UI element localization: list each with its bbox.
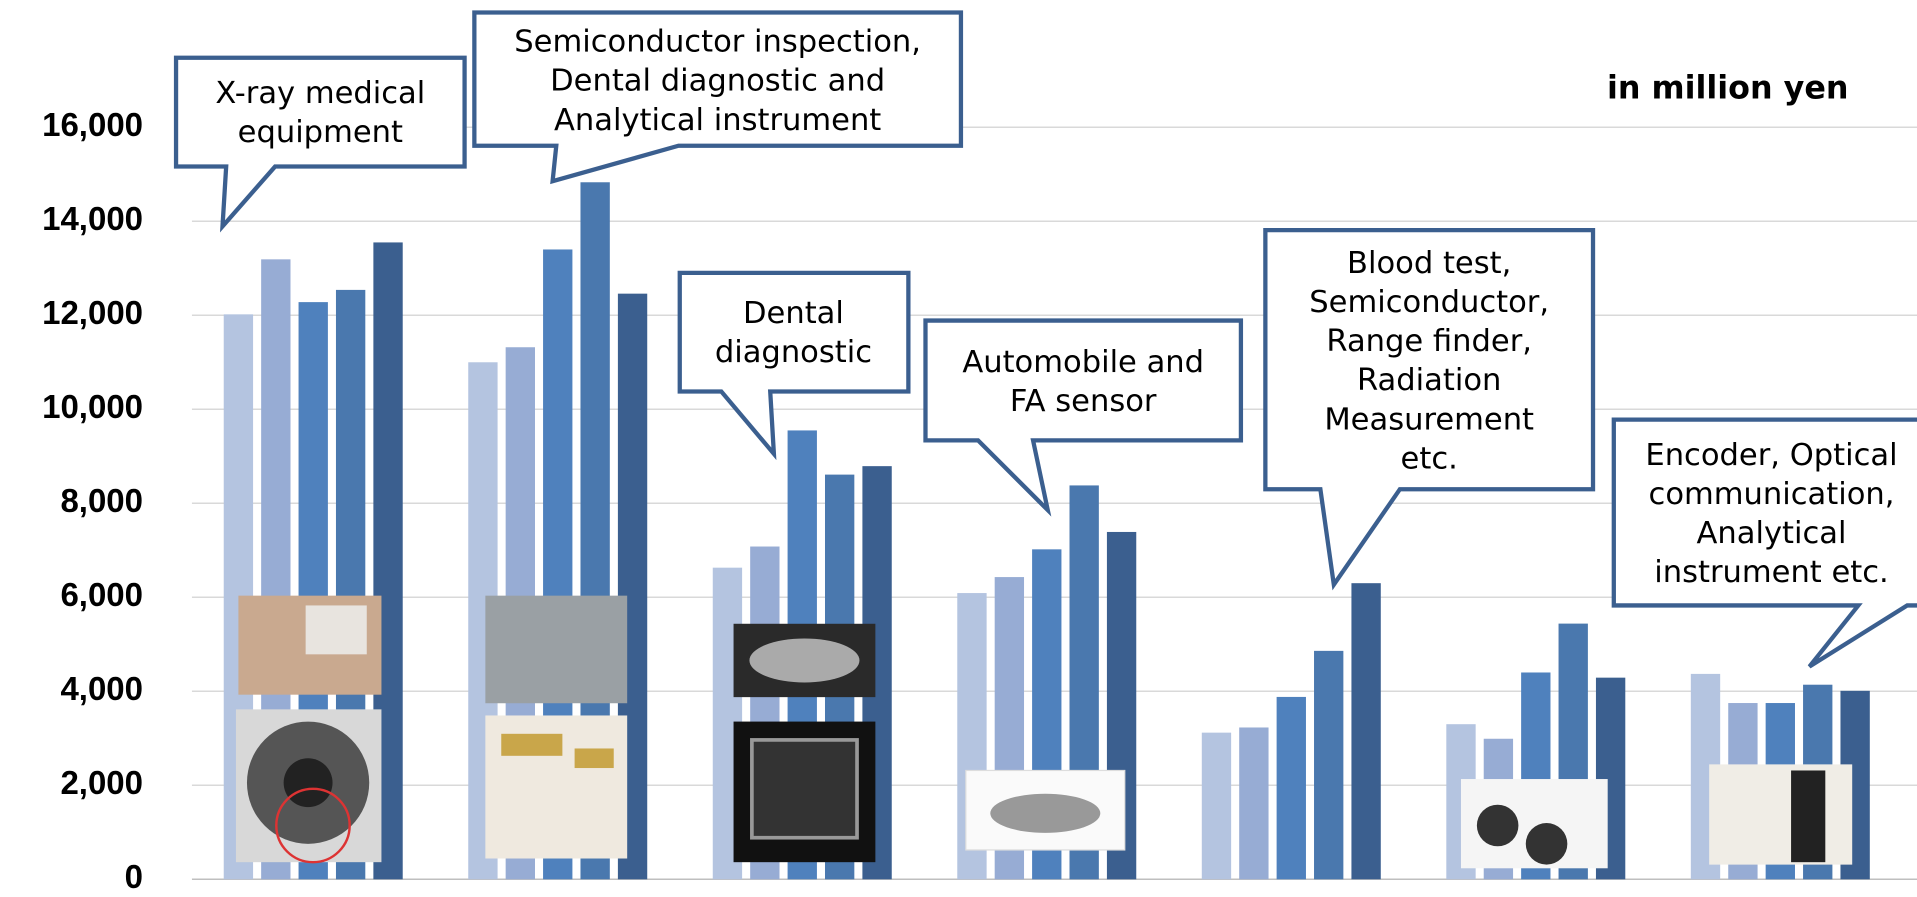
callout-text: X-ray medical [215,76,425,111]
callout-box [1611,417,1917,669]
photo-detail [305,605,367,655]
y-tick-label: 8,000 [60,482,143,519]
callout-text: Semiconductor, [1309,285,1549,320]
y-tick-label: 16,000 [42,106,143,143]
callout-box [677,270,911,461]
photo-detail [1476,804,1519,847]
photo-detail [990,793,1101,833]
photo-detail [749,638,860,683]
callout-box [923,318,1244,517]
photo-detail [275,787,351,864]
unit-label: in million yen [1607,71,1849,107]
bar [1239,727,1269,880]
y-tick-label: 0 [125,858,143,893]
callout-text: equipment [238,115,403,150]
y-tick-label: 10,000 [42,388,143,425]
photo-detail [1525,823,1568,865]
bar [1351,583,1381,880]
callout-text: Dental [743,296,844,331]
callout-text: Range finder, [1326,324,1532,359]
callout-text: Semiconductor inspection, [514,25,921,60]
bar [1276,696,1306,880]
photo-detail [283,758,333,808]
callout-text: communication, [1649,477,1895,512]
photo-detail [574,748,614,769]
callout-box [1263,227,1596,591]
photos [235,595,1853,869]
photo-detail [750,738,859,840]
callout-text: Encoder, Optical [1645,438,1897,473]
bar [1314,650,1344,880]
callout-box [173,55,467,233]
photo [1709,764,1853,865]
callout-text: FA sensor [1010,384,1157,419]
callout-text: Analytical [1697,516,1847,551]
y-tick-label: 4,000 [60,670,143,707]
callout-text: Automobile and [962,345,1204,380]
photo-detail [501,733,563,756]
callout-text: Dental diagnostic and [550,64,885,99]
photo [485,595,628,704]
callout-text: instrument etc. [1654,555,1889,590]
y-tick-label: 6,000 [60,576,143,613]
callout-text: Blood test, [1347,246,1511,281]
y-tick-label: 2,000 [60,764,143,801]
photo-detail [1791,770,1826,863]
callout-text: Radiation [1357,363,1501,398]
callout-box [472,10,964,185]
y-tick-label: 14,000 [42,200,143,237]
callout-text: etc. [1401,441,1458,476]
callout-text: diagnostic [715,335,872,370]
y-tick-label: 12,000 [42,294,143,331]
callout-text: Analytical instrument [554,103,881,138]
bar [1201,732,1232,880]
callout-text: Measurement [1324,402,1534,437]
